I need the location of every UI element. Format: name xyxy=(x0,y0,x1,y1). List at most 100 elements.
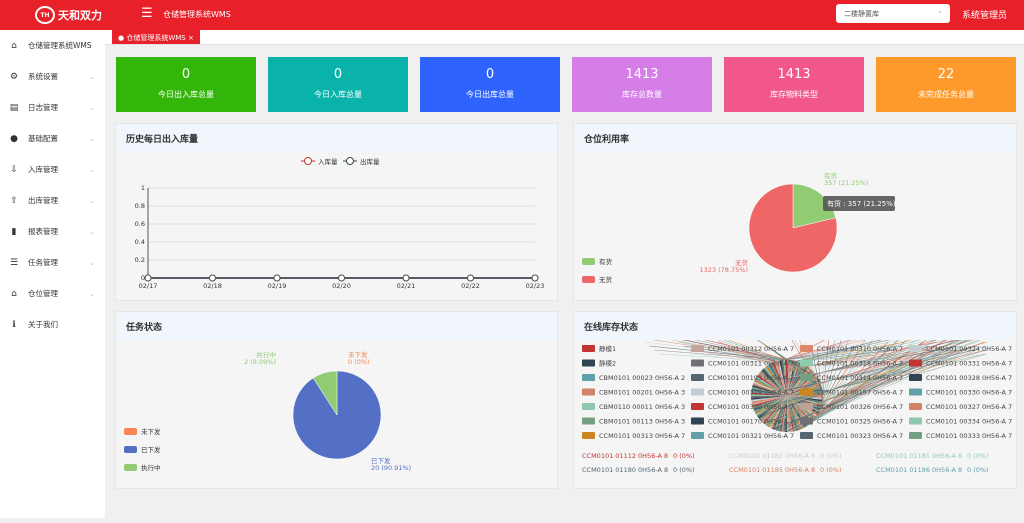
label-line xyxy=(751,333,969,392)
x-tick-label: 02/17 xyxy=(139,282,158,290)
label-line xyxy=(760,349,987,422)
legend-label: CCM0101 00323 0H56-A 7 xyxy=(817,432,903,440)
legend-swatch xyxy=(582,359,595,367)
x-tick-label: 02/22 xyxy=(461,282,480,290)
legend-label: 静模2 xyxy=(599,359,616,368)
location-icon: ⌂ xyxy=(11,288,17,299)
legend-label: 执行中 xyxy=(141,463,161,472)
panel-title: 仓位利用率 xyxy=(574,124,1016,152)
label-line xyxy=(782,349,856,361)
legend-swatch xyxy=(582,258,595,265)
legend-swatch xyxy=(909,432,922,439)
legend-swatch xyxy=(909,388,922,396)
sidebar-item[interactable]: ⇧ 出库管理 ⌄ xyxy=(0,185,105,216)
legend-swatch xyxy=(909,359,922,367)
task-icon: ☰ xyxy=(9,257,19,268)
data-point xyxy=(402,274,410,282)
pie-slice xyxy=(751,396,787,406)
pie-slice xyxy=(752,396,787,408)
sidebar-item[interactable]: ▮ 报表管理 ⌄ xyxy=(0,216,105,247)
legend-label: CCM0101 00311 0H56-A 7 xyxy=(708,360,794,368)
y-tick-label: 1 xyxy=(141,184,145,192)
legend-label: CCM0101 00334 0H56-A 7 xyxy=(926,418,1012,426)
stat-card[interactable]: 0 今日出库总量 xyxy=(420,57,560,112)
label-line xyxy=(754,345,987,412)
legend-label: CCM0101 00319 0H56-A 7 xyxy=(708,389,794,397)
legend-label: CCM0101 00318 0H56-A 7 xyxy=(817,360,903,368)
sidebar-item[interactable]: ▤ 日志管理 ⌄ xyxy=(0,92,105,123)
pie-slice xyxy=(774,361,787,396)
label-line xyxy=(758,329,987,419)
label-line xyxy=(821,329,831,407)
label-line xyxy=(752,353,985,409)
x-tick-label: 02/19 xyxy=(268,282,287,290)
legend-label: CCM0101 00314 0H56-A 7 xyxy=(817,374,903,382)
sidebar-item[interactable]: ● 基础配置 ⌄ xyxy=(0,123,105,154)
chevron-down-icon: ⌄ xyxy=(89,134,95,143)
legend-swatch xyxy=(691,345,704,352)
legend-swatch xyxy=(691,374,704,381)
sidebar-item[interactable]: ⌂ 仓储管理系统WMS xyxy=(0,30,105,61)
stat-card[interactable]: 0 今日入库总量 xyxy=(268,57,408,112)
slice-label-name: CCM0101 01112 0H56-A 8 xyxy=(582,452,668,460)
label-line xyxy=(758,345,934,375)
data-point xyxy=(209,274,216,282)
label-line xyxy=(751,341,980,401)
slice-label-value: 0 (0%) xyxy=(967,466,989,474)
data-point xyxy=(531,274,539,282)
sidebar-item[interactable]: ⇩ 入库管理 ⌄ xyxy=(0,154,105,185)
label-line xyxy=(757,333,988,417)
legend-swatch xyxy=(909,374,922,381)
legend-swatch xyxy=(582,417,595,425)
sidebar-item[interactable]: ⌂ 仓位管理 ⌄ xyxy=(0,278,105,309)
legend-swatch xyxy=(124,428,137,435)
legend-label: CBM0101 00023 0H56-A 2 xyxy=(599,374,685,382)
data-point xyxy=(338,274,345,282)
bar-chart-icon: ▮ xyxy=(11,226,17,237)
legend-label: CCM0101 00310 0H56-A 7 xyxy=(817,345,903,353)
stat-label: 今日入库总量 xyxy=(314,90,362,99)
label-line xyxy=(771,353,890,364)
stat-card[interactable]: 1413 库存物料类型 xyxy=(724,57,864,112)
y-tick-label: 0.2 xyxy=(135,256,145,264)
legend-label: 入库量 xyxy=(318,157,338,166)
tab-home[interactable]: ● 仓储管理系统WMS × xyxy=(112,30,200,44)
legend-swatch xyxy=(800,345,813,352)
hamburger-menu-icon[interactable]: ☰ xyxy=(141,6,153,21)
stat-value: 1413 xyxy=(625,67,659,82)
pie-slice xyxy=(751,396,787,400)
legend-swatch xyxy=(800,374,813,381)
legend-swatch xyxy=(909,345,922,352)
legend-swatch xyxy=(800,417,813,425)
stat-card[interactable]: 1413 库存总数量 xyxy=(572,57,712,112)
legend-label: CCM0101 00170 0H56-A 7 xyxy=(708,418,794,426)
legend-swatch xyxy=(800,403,813,410)
pie-slice xyxy=(781,360,787,396)
sidebar-item[interactable]: ☰ 任务管理 ⌄ xyxy=(0,247,105,278)
sidebar-item[interactable]: ℹ 关于我们 xyxy=(0,309,105,340)
tooltip-text: 有货 : 357 (21.25%) xyxy=(827,199,896,208)
stat-card[interactable]: 0 今日出入库总量 xyxy=(116,57,256,112)
data-point xyxy=(144,274,152,282)
user-menu[interactable]: 系统管理员 xyxy=(962,11,1008,21)
stat-card[interactable]: 22 未完成任务总量 xyxy=(876,57,1016,112)
pie-slice xyxy=(751,396,787,402)
stat-value: 0 xyxy=(485,67,495,82)
top-header: TH 天和双力 ☰ 仓储管理系统WMS 二楼静置库 ⌄ 系统管理员 xyxy=(0,0,1024,30)
sidebar-item-label: 仓储管理系统WMS xyxy=(28,41,92,50)
pie-slice xyxy=(764,366,787,396)
pie-slice xyxy=(777,360,787,396)
legend-label: CBM0110 00011 0H56-A 3 xyxy=(599,403,685,411)
pie-slice xyxy=(783,360,787,396)
label-line xyxy=(764,337,984,425)
warehouse-select[interactable]: 二楼静置库 ⌄ xyxy=(836,4,950,23)
y-tick-label: 0.8 xyxy=(135,202,145,210)
legend-swatch xyxy=(582,403,595,410)
stat-value: 22 xyxy=(937,67,955,82)
legend-swatch xyxy=(691,417,704,425)
config-icon: ● xyxy=(10,133,18,144)
sidebar-item[interactable]: ⚙ 系统设置 ⌄ xyxy=(0,61,105,92)
slice-label-name: CCM0101 01186 0H56-A 8 xyxy=(876,466,962,474)
close-icon[interactable]: × xyxy=(187,34,194,42)
